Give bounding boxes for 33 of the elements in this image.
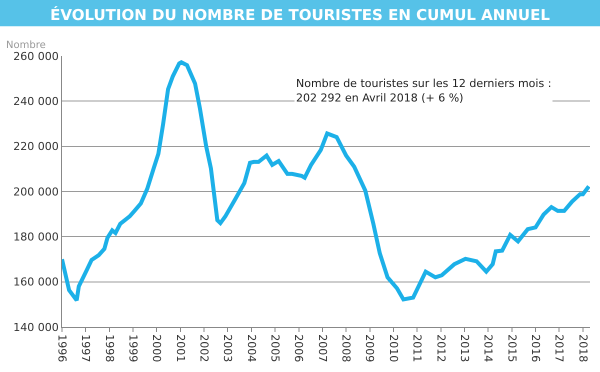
x-tick-label: 2015 [505, 334, 518, 362]
x-tick-label: 2006 [292, 334, 306, 362]
x-tick-label: 1997 [79, 334, 92, 362]
chart-title: ÉVOLUTION DU NOMBRE DE TOURISTES EN CUMUL ANNUEL [50, 6, 550, 24]
x-tick-label: 2012 [434, 334, 448, 362]
x-tick-label: 2007 [316, 334, 329, 362]
x-tick-label: 2009 [363, 334, 376, 362]
x-tick-label: 2003 [221, 334, 234, 362]
y-tick-label: 240 000 [13, 95, 59, 108]
x-tick-label: 1998 [102, 334, 116, 362]
x-tick-label: 2005 [268, 334, 282, 362]
y-axis-title: Nombre [6, 40, 46, 51]
x-tick-label: 2013 [458, 334, 471, 362]
x-tick-label: 2004 [244, 334, 258, 362]
y-tick-label: 140 000 [13, 320, 59, 334]
x-tick-label: 2014 [482, 334, 495, 362]
y-tick-label: 180 000 [13, 230, 59, 244]
x-tick-label: 2008 [340, 334, 353, 362]
x-tick-label: 2017 [552, 334, 566, 362]
x-tick-label: 1999 [126, 334, 140, 362]
y-tick-label: 160 000 [13, 276, 59, 289]
y-tick-label: 200 000 [13, 185, 59, 198]
x-tick-label: 2018 [576, 334, 590, 362]
y-tick-label: 220 000 [13, 140, 59, 154]
y-tick-label: 260 000 [13, 50, 59, 63]
x-tick-label: 2016 [528, 334, 542, 362]
x-tick-label: 2002 [197, 334, 210, 362]
x-tick-label: 2010 [386, 334, 400, 362]
x-tick-label: 1996 [55, 334, 68, 362]
annotation: Nombre de touristes sur les 12 derniers mois : 202 292 en Avril 2018 (+ 6 %) [296, 77, 552, 104]
x-tick-label: 2000 [150, 334, 164, 362]
x-tick-label: 2011 [410, 334, 424, 362]
x-tick-label: 2001 [174, 334, 187, 362]
